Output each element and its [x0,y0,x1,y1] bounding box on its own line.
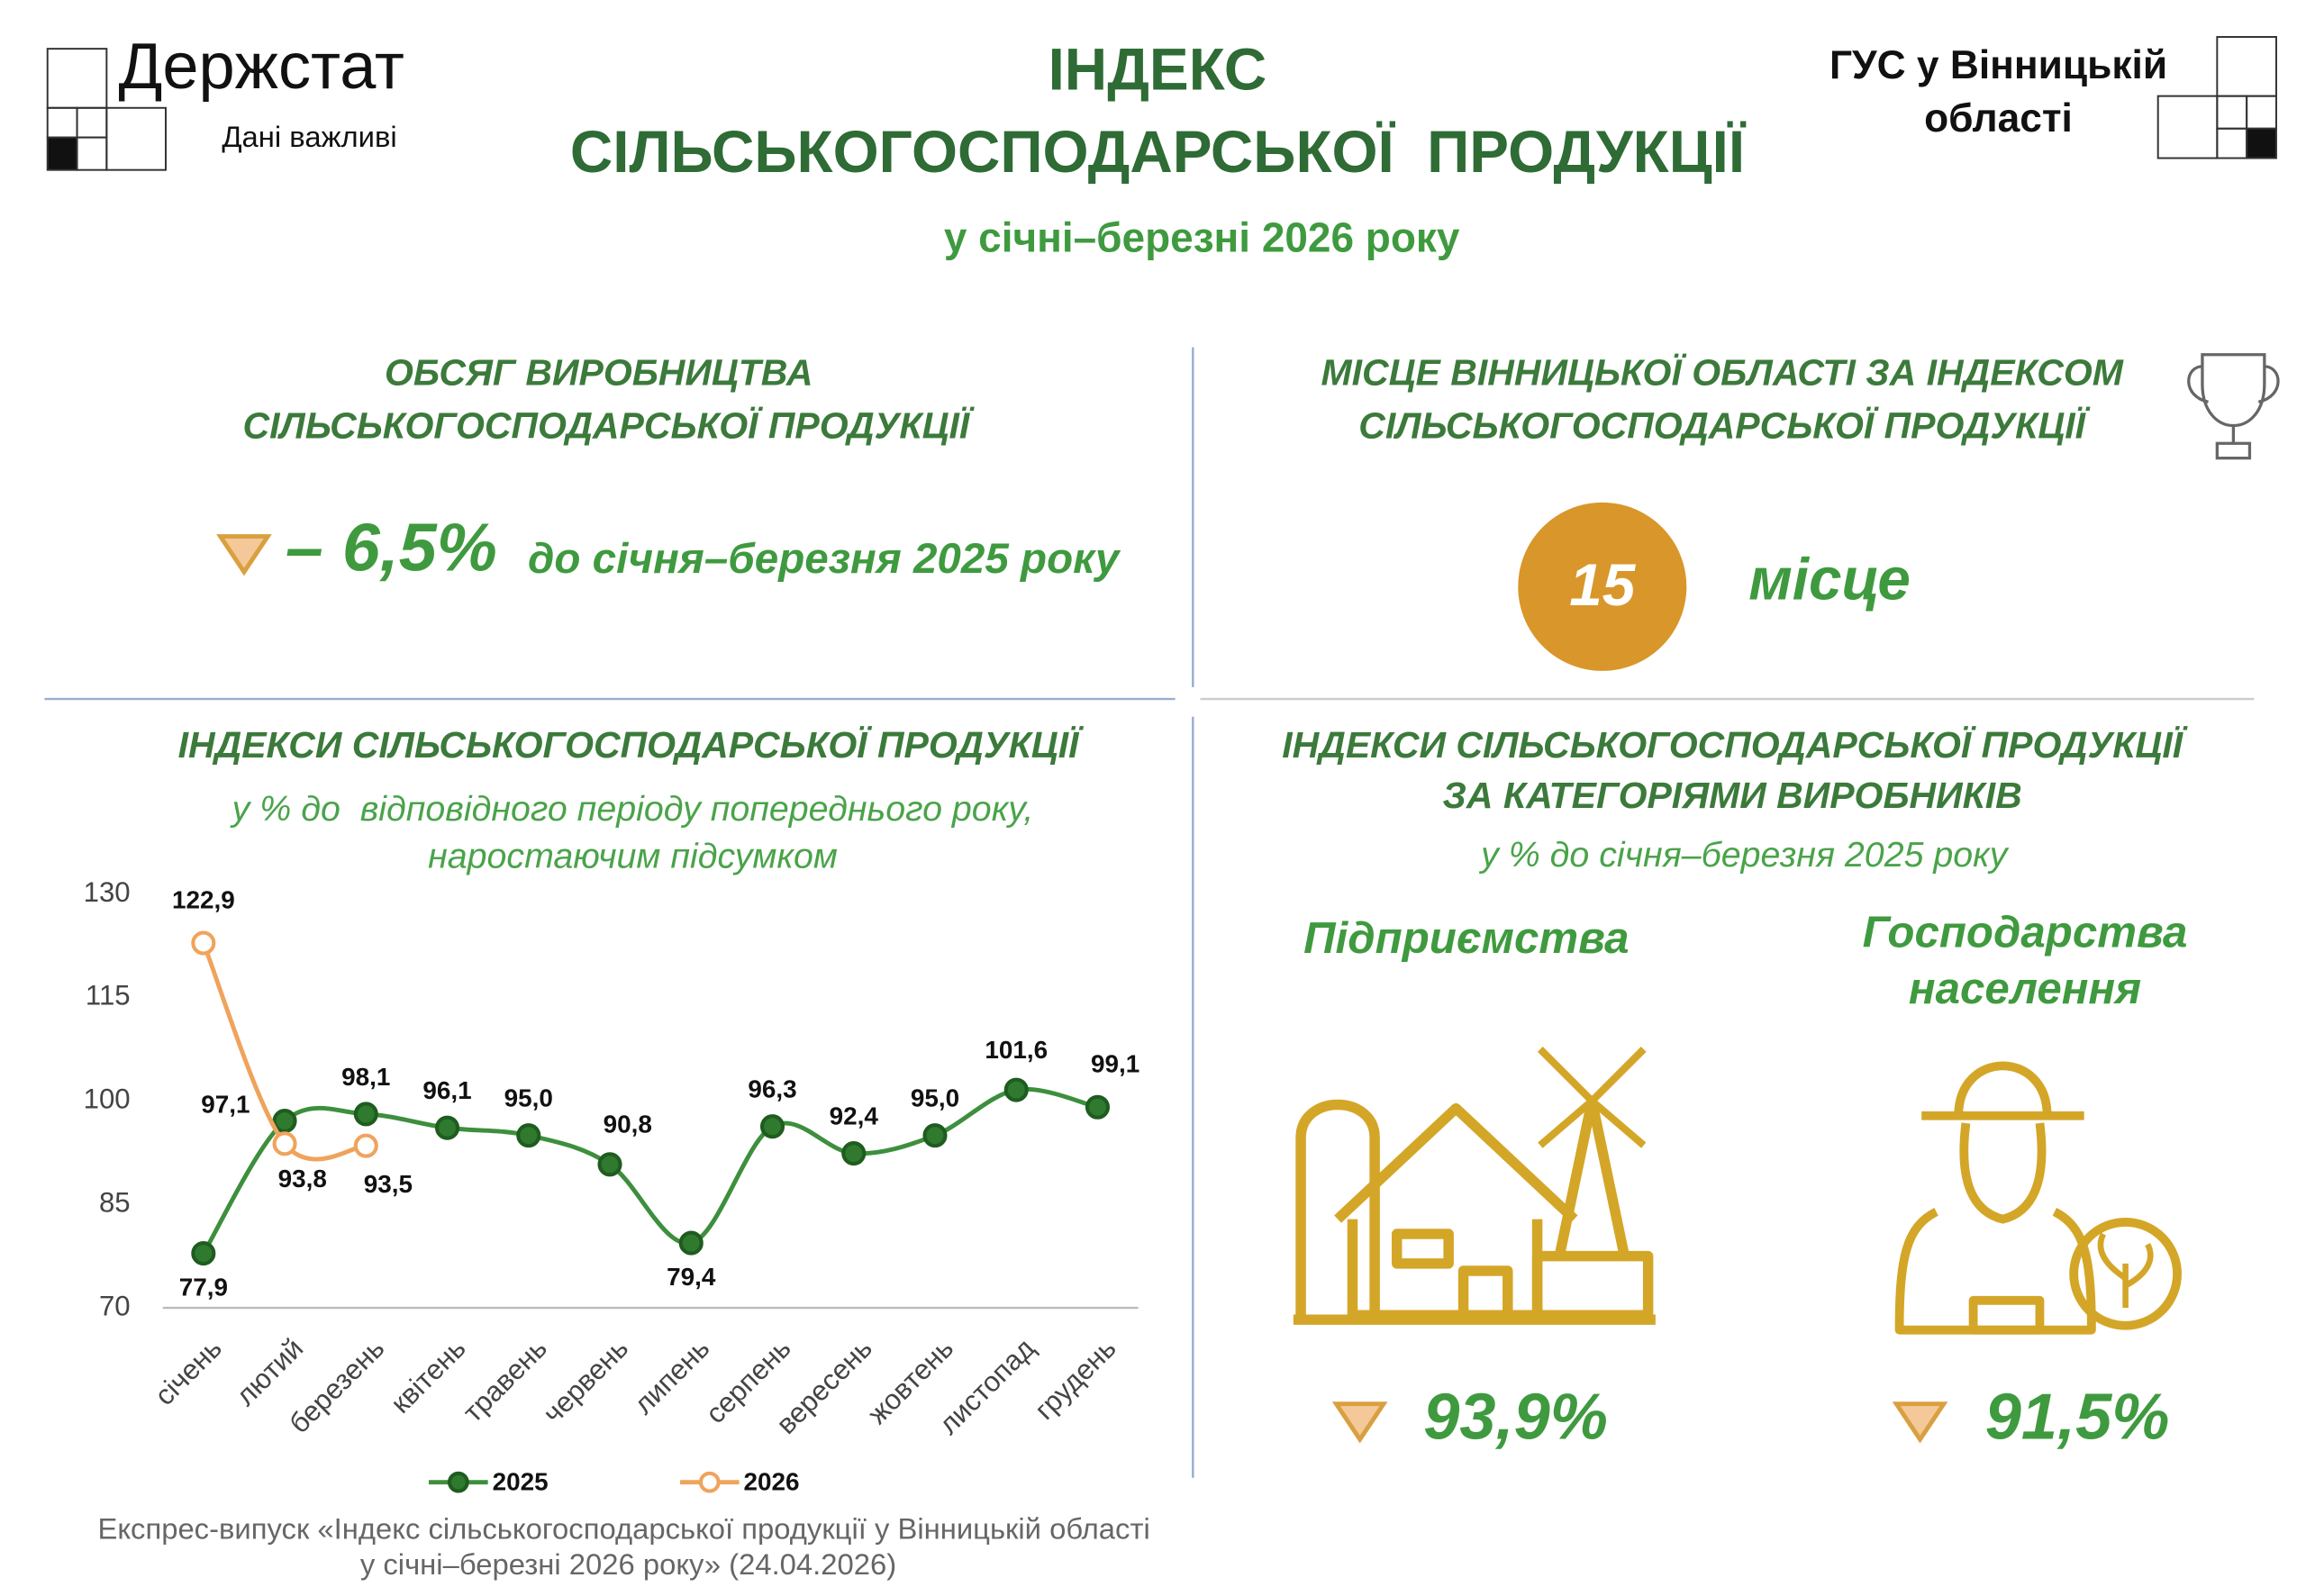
category-value: 91,5% [1985,1381,2170,1453]
x-tick-label: грудень [1029,1332,1122,1426]
footer: у січні–березні 2026 року» (24.04.2026) [360,1547,896,1581]
panel-title: ОБСЯГ ВИРОБНИЦТВА [385,352,813,394]
point [272,1131,297,1156]
point [678,1230,704,1256]
chart-subtitle: у % до відповідного періоду попереднього… [230,789,1034,829]
office: ГУС у Вінницькій [1829,43,2167,87]
data-label: 99,1 [1091,1050,1139,1078]
series-line [201,942,367,1162]
point [516,1123,541,1148]
point [597,1152,622,1177]
data-label: 92,4 [830,1102,879,1130]
farmer-icon [1894,1061,2182,1335]
title: ІНДЕКС [1049,36,1267,102]
trophy-icon [2187,353,2280,460]
volume-value: – 6,5% [286,510,497,585]
rank-unit: місце [1748,546,1911,612]
point [191,930,216,956]
point [759,1114,785,1139]
legend-label: 2025 [493,1468,549,1496]
category-name: населення [1909,964,2141,1013]
panel-title: МІСЦЕ ВІННИЦЬКОЇ ОБЛАСТІ ЗА ІНДЕКСОМ [1321,352,2123,394]
x-tick-label: січень [149,1332,228,1411]
point [435,1115,460,1140]
legend-marker [698,1471,721,1493]
volume-note: до січня–березня 2025 року [528,535,1121,583]
category-name: Господарства [1863,908,2188,957]
rank-circle [1518,502,1687,671]
chart-subtitle: наростаючим підсумком [428,837,838,876]
farm-icon [1293,1047,1656,1325]
title: СІЛЬСЬКОГОСПОДАРСЬКОЇ ПРОДУКЦІЇ [570,119,1747,185]
tagline: Дані важливі [222,120,396,153]
y-tick-label: 130 [84,876,131,908]
legend-marker [447,1471,469,1493]
legend-label: 2026 [744,1468,800,1496]
y-tick-label: 100 [84,1084,131,1115]
data-label: 96,3 [748,1075,796,1103]
data-label: 93,5 [364,1170,413,1198]
point [1085,1094,1111,1120]
footer: Експрес-випуск «Індекс сільськогосподарс… [97,1511,1149,1545]
panel-subtitle: у % до січня–березня 2025 року [1478,835,2010,875]
point [922,1123,948,1148]
data-label: 97,1 [201,1091,250,1119]
data-label: 90,8 [604,1111,652,1138]
point [353,1133,378,1158]
panel-title: ІНДЕКСИ СІЛЬСЬКОГОСПОДАРСЬКОЇ ПРОДУКЦІЇ [1282,724,2187,766]
data-label: 122,9 [172,885,235,913]
point [1003,1077,1029,1102]
point [272,1109,297,1134]
y-tick-label: 70 [99,1290,131,1321]
data-label: 79,4 [667,1263,716,1291]
y-tick-label: 85 [99,1186,131,1218]
category-value: 93,9% [1423,1381,1608,1453]
chart-title: ІНДЕКСИ СІЛЬСЬКОГОСПОДАРСЬКОЇ ПРОДУКЦІЇ [178,724,1084,766]
subtitle: у січні–березні 2026 року [944,214,1460,261]
x-tick-label: лютий [230,1332,309,1411]
data-label: 77,9 [179,1273,228,1301]
office: області [1924,96,2073,141]
x-tick-label: травень [457,1332,553,1428]
data-label: 95,0 [504,1084,553,1112]
data-label: 96,1 [422,1076,471,1104]
category-name: Підприємства [1303,913,1629,963]
point [353,1102,378,1127]
data-label: 98,1 [341,1063,390,1091]
data-label: 95,0 [911,1084,959,1112]
panel-title: СІЛЬСЬКОГОСПОДАРСЬКОЇ ПРОДУКЦІЇ [243,405,975,447]
panel-title: ЗА КАТЕГОРІЯМИ ВИРОБНИКІВ [1443,775,2022,816]
point [191,1241,216,1266]
dividers [44,347,2255,1478]
x-tick-label: червень [537,1332,634,1429]
point [841,1141,867,1166]
panel-title: СІЛЬСЬКОГОСПОДАРСЬКОЇ ПРОДУКЦІЇ [1358,405,2090,447]
down-arrow [216,534,272,576]
down-arrow [1892,1401,1948,1444]
data-label: 93,8 [278,1165,327,1192]
data-label: 101,6 [985,1036,1048,1064]
y-tick-label: 115 [86,980,131,1011]
rank-value: 15 [1569,552,1636,618]
logo-grid [46,36,2277,171]
down-arrow [1331,1401,1388,1444]
logo: Держстат [118,31,404,103]
